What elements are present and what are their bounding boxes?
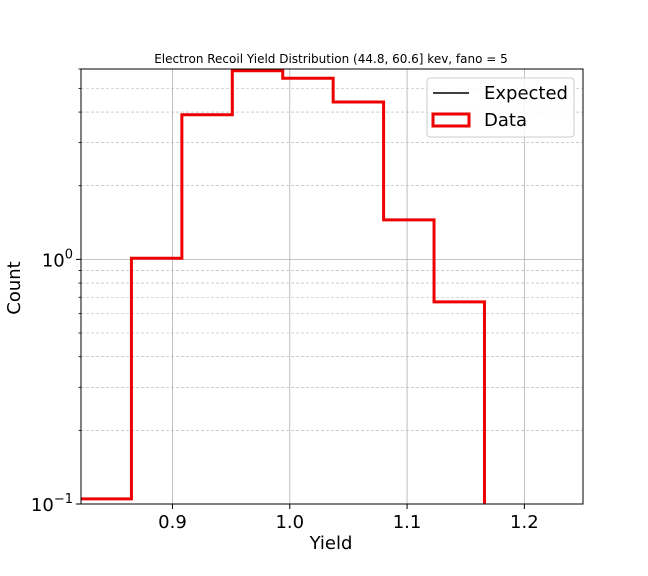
x-tick-label: 1.0: [275, 512, 304, 533]
data-series: [81, 69, 486, 504]
histogram-bin: [384, 220, 434, 504]
data-series-data-step-line: [81, 69, 486, 504]
histogram-bin: [131, 258, 181, 504]
legend-data-label: Data: [484, 110, 527, 131]
x-tick-label: 1.2: [510, 512, 539, 533]
histogram-bin: [333, 102, 383, 504]
y-tick-label: 100: [42, 247, 73, 271]
y-tick-label: 10−1: [31, 492, 73, 516]
histogram-bin: [434, 302, 484, 504]
legend-expected-label: Expected: [484, 83, 568, 104]
x-axis-label: Yield: [309, 533, 353, 554]
y-axis-label: Count: [4, 261, 25, 314]
legend: Expected Data: [426, 77, 575, 138]
histogram-bin: [81, 499, 131, 504]
plot-area-frame: [80, 68, 584, 505]
chart-title: Electron Recoil Yield Distribution (44.8…: [154, 52, 508, 66]
legend-data-swatch: [431, 112, 471, 128]
histogram-bin: [232, 71, 282, 504]
axis-ticks: 0.9 1.0 1.1 1.2 10−1 100: [31, 68, 539, 533]
x-tick-label: 1.1: [393, 512, 422, 533]
x-tick-label: 0.9: [158, 512, 187, 533]
histogram-bin: [182, 115, 232, 504]
histogram-bin: [283, 78, 333, 504]
